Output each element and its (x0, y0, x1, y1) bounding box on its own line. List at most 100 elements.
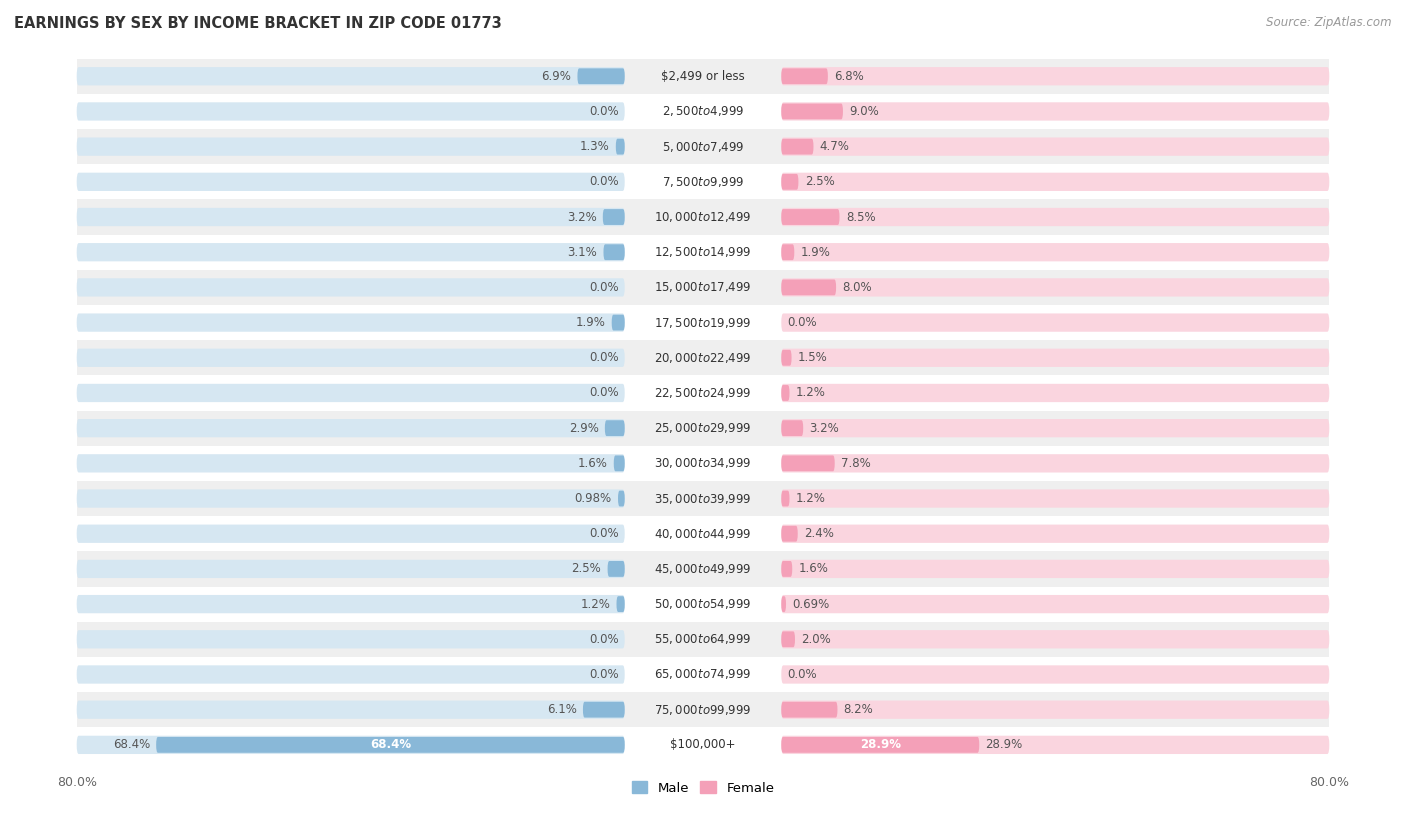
Text: 2.5%: 2.5% (572, 563, 602, 576)
FancyBboxPatch shape (614, 455, 624, 472)
Bar (77, 657, 1329, 692)
Text: $22,500 to $24,999: $22,500 to $24,999 (654, 386, 752, 400)
Bar (77, 270, 1329, 305)
Text: 6.8%: 6.8% (834, 70, 863, 83)
FancyBboxPatch shape (782, 489, 1329, 507)
FancyBboxPatch shape (782, 524, 1329, 543)
Text: $65,000 to $74,999: $65,000 to $74,999 (654, 667, 752, 681)
FancyBboxPatch shape (782, 736, 1329, 754)
FancyBboxPatch shape (616, 139, 624, 154)
FancyBboxPatch shape (782, 455, 835, 472)
FancyBboxPatch shape (782, 174, 799, 189)
FancyBboxPatch shape (782, 278, 1329, 297)
FancyBboxPatch shape (782, 102, 1329, 120)
FancyBboxPatch shape (77, 630, 624, 649)
Text: 2.4%: 2.4% (804, 527, 834, 540)
Text: Source: ZipAtlas.com: Source: ZipAtlas.com (1267, 16, 1392, 29)
Text: 1.9%: 1.9% (800, 246, 831, 259)
FancyBboxPatch shape (616, 596, 624, 612)
FancyBboxPatch shape (782, 737, 979, 753)
Text: 8.5%: 8.5% (846, 211, 876, 224)
FancyBboxPatch shape (77, 560, 624, 578)
FancyBboxPatch shape (782, 103, 844, 120)
FancyBboxPatch shape (782, 208, 1329, 226)
FancyBboxPatch shape (77, 102, 624, 120)
FancyBboxPatch shape (77, 172, 624, 191)
FancyBboxPatch shape (782, 702, 838, 718)
FancyBboxPatch shape (77, 137, 624, 156)
Text: 1.2%: 1.2% (796, 386, 825, 399)
Bar (77, 164, 1329, 199)
FancyBboxPatch shape (605, 420, 624, 436)
Text: 6.1%: 6.1% (547, 703, 576, 716)
Bar (77, 516, 1329, 551)
Bar (77, 446, 1329, 481)
FancyBboxPatch shape (782, 244, 794, 260)
FancyBboxPatch shape (782, 595, 1329, 613)
Text: $5,000 to $7,499: $5,000 to $7,499 (662, 140, 744, 154)
Bar (77, 411, 1329, 446)
FancyBboxPatch shape (583, 702, 624, 718)
Text: 0.98%: 0.98% (575, 492, 612, 505)
Bar (77, 199, 1329, 235)
Text: 68.4%: 68.4% (370, 738, 411, 751)
Text: 2.9%: 2.9% (568, 422, 599, 435)
Text: $50,000 to $54,999: $50,000 to $54,999 (654, 597, 752, 611)
FancyBboxPatch shape (782, 384, 1329, 402)
FancyBboxPatch shape (782, 385, 790, 401)
Text: 0.0%: 0.0% (589, 351, 619, 364)
Text: $10,000 to $12,499: $10,000 to $12,499 (654, 210, 752, 224)
FancyBboxPatch shape (782, 632, 794, 647)
Text: 0.0%: 0.0% (589, 281, 619, 294)
Text: $30,000 to $34,999: $30,000 to $34,999 (654, 456, 752, 471)
Text: 1.5%: 1.5% (797, 351, 828, 364)
Text: 2.0%: 2.0% (801, 633, 831, 646)
Bar (77, 586, 1329, 622)
FancyBboxPatch shape (782, 490, 790, 506)
Text: 8.2%: 8.2% (844, 703, 873, 716)
Text: 0.0%: 0.0% (589, 668, 619, 681)
Text: $25,000 to $29,999: $25,000 to $29,999 (654, 421, 752, 435)
Bar (77, 129, 1329, 164)
FancyBboxPatch shape (782, 350, 792, 366)
Text: 0.0%: 0.0% (589, 105, 619, 118)
Text: $40,000 to $44,999: $40,000 to $44,999 (654, 527, 752, 541)
FancyBboxPatch shape (782, 67, 1329, 85)
Text: $12,500 to $14,999: $12,500 to $14,999 (654, 246, 752, 259)
Text: 3.2%: 3.2% (567, 211, 596, 224)
Text: $15,000 to $17,499: $15,000 to $17,499 (654, 280, 752, 294)
Text: 1.6%: 1.6% (578, 457, 607, 470)
Text: 1.3%: 1.3% (579, 140, 610, 153)
FancyBboxPatch shape (782, 68, 828, 85)
Text: 0.0%: 0.0% (589, 527, 619, 540)
Bar (77, 93, 1329, 129)
FancyBboxPatch shape (603, 209, 624, 225)
FancyBboxPatch shape (782, 454, 1329, 472)
Text: 1.6%: 1.6% (799, 563, 828, 576)
Text: 3.1%: 3.1% (568, 246, 598, 259)
Text: 2.5%: 2.5% (804, 176, 834, 189)
FancyBboxPatch shape (156, 737, 624, 753)
FancyBboxPatch shape (77, 278, 624, 297)
Text: 0.0%: 0.0% (589, 633, 619, 646)
FancyBboxPatch shape (782, 243, 1329, 261)
Text: 9.0%: 9.0% (849, 105, 879, 118)
FancyBboxPatch shape (77, 595, 624, 613)
Text: 0.0%: 0.0% (787, 668, 817, 681)
Text: 28.9%: 28.9% (986, 738, 1022, 751)
FancyBboxPatch shape (782, 665, 1329, 684)
FancyBboxPatch shape (77, 419, 624, 437)
FancyBboxPatch shape (77, 701, 624, 719)
FancyBboxPatch shape (77, 314, 624, 332)
FancyBboxPatch shape (782, 314, 1329, 332)
Bar (77, 728, 1329, 763)
FancyBboxPatch shape (782, 172, 1329, 191)
Text: 68.4%: 68.4% (112, 738, 150, 751)
FancyBboxPatch shape (578, 68, 624, 85)
Text: 0.69%: 0.69% (792, 598, 830, 611)
FancyBboxPatch shape (782, 139, 814, 154)
Bar (77, 340, 1329, 376)
Text: 1.9%: 1.9% (575, 316, 606, 329)
FancyBboxPatch shape (782, 560, 1329, 578)
FancyBboxPatch shape (77, 524, 624, 543)
